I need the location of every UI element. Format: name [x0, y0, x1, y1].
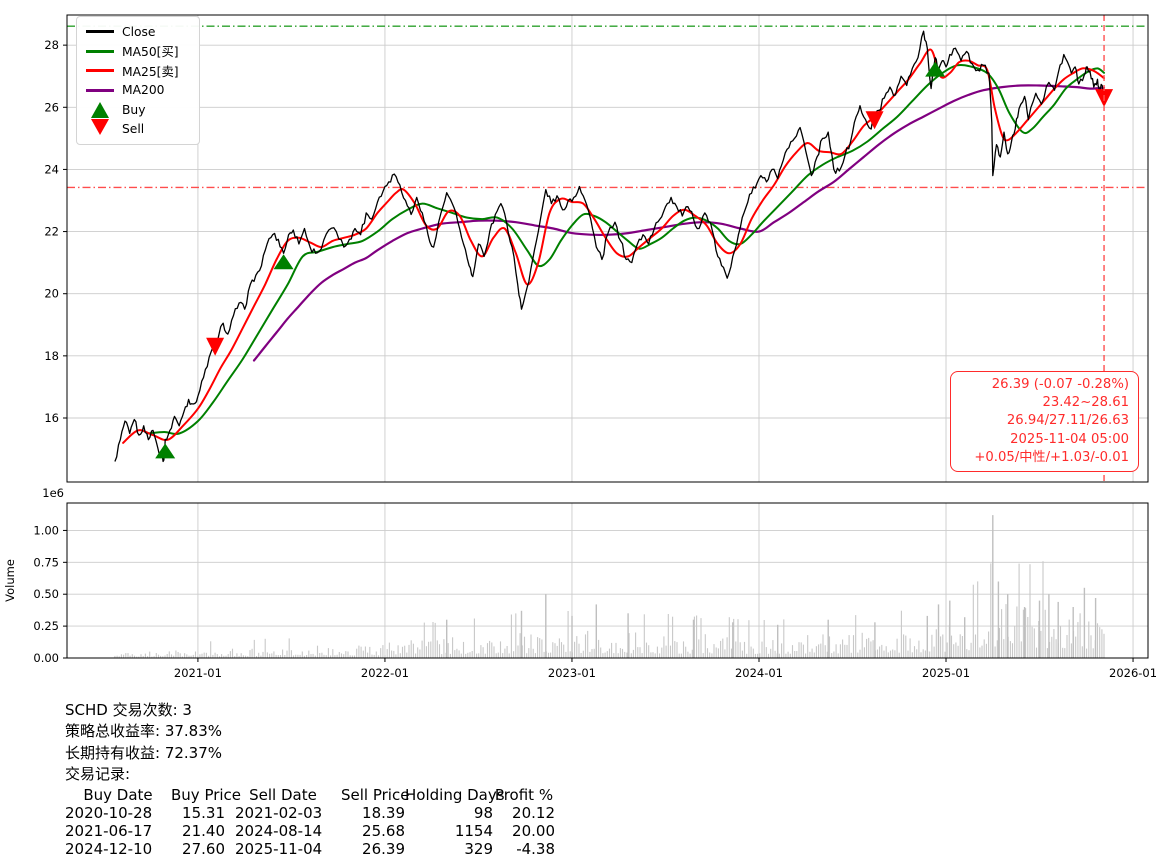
time-tick-label: 2021-01: [174, 666, 222, 680]
trade-row: 2024-12-10 27.60 2025-11-04 26.39 329 -4.38: [65, 840, 555, 857]
trade-cell: 329: [464, 840, 493, 857]
volume-panel-border: [66, 502, 1149, 659]
series-MA50-line: [146, 63, 1105, 436]
quote-signal-line: +0.05/中性/+1.03/-0.01: [974, 449, 1129, 465]
trade-cell: 26.39: [362, 840, 405, 857]
trade-cell: 2021-06-17: [65, 822, 153, 841]
trade-cell: 98: [473, 804, 493, 823]
series-MA25-line: [122, 48, 1105, 444]
volume-axis-label: Volume: [3, 559, 17, 602]
trade-row: 2020-10-28 15.31 2021-02-03 18.39 98 20.12: [65, 804, 555, 822]
price-tick-label: 28: [44, 38, 59, 52]
trades-header-cell: Holding Days: [405, 786, 505, 805]
buy-marker-icon: [85, 101, 115, 118]
price-tick-label: 22: [44, 225, 59, 239]
quote-ma-line: 26.94/27.11/26.63: [1006, 413, 1129, 429]
time-tick-label: 2024-01: [735, 666, 783, 680]
sell-marker-icon: [85, 119, 115, 136]
legend-label: Close: [122, 24, 156, 39]
trades-header-row: Buy Date Buy Price Sell Date Sell Price Hold…: [65, 786, 555, 804]
close-line-icon: [85, 30, 115, 34]
price-tick-label: 16: [44, 411, 59, 425]
ma50-line-icon: [85, 49, 115, 53]
trade-cell: 20.00: [512, 822, 555, 841]
volume-scale-label: 1e6: [42, 486, 64, 500]
trades-header-cell: Buy Price: [171, 786, 242, 805]
quote-date-line: 2025-11-04 05:00: [1010, 431, 1129, 447]
trades-table: Buy Date Buy Price Sell Date Sell Price Hold…: [65, 786, 555, 857]
legend: Close MA50[买] MA25[卖] MA200 Buy Sell: [76, 16, 200, 145]
legend-item-buy: Buy: [85, 100, 191, 120]
trade-count-line: SCHD 交易次数: 3: [65, 701, 192, 719]
trade-cell: 20.12: [512, 804, 555, 823]
quote-range-line: 23.42~28.61: [1042, 395, 1129, 411]
series-MA200-line: [252, 84, 1106, 362]
series-close-line: [114, 30, 1105, 463]
price-tick-label: 18: [44, 349, 59, 363]
legend-item-sell: Sell: [85, 119, 191, 140]
buy-marker: [155, 443, 176, 459]
trade-cell: 21.40: [182, 822, 225, 841]
trade-cell: 2024-12-10: [65, 840, 153, 857]
gridlines: [67, 15, 1148, 659]
legend-item-close: Close: [85, 22, 191, 42]
volume-tick-label: 0.00: [33, 651, 59, 665]
trade-cell: 15.31: [182, 804, 225, 823]
legend-item-ma25: MA25[卖]: [85, 61, 191, 81]
volume-tick-label: 1.00: [33, 523, 59, 537]
price-tick-label: 20: [44, 287, 59, 301]
volume-bars: [114, 515, 1105, 658]
price-tick-label: 24: [44, 162, 59, 176]
volume-tick-label: 0.25: [33, 619, 59, 633]
legend-label: MA200: [122, 83, 165, 98]
quote-info-box: 26.39 (-0.07 -0.28%) 23.42~28.61 26.94/2…: [950, 371, 1139, 473]
price-tick-label: 26: [44, 100, 59, 114]
time-tick-label: 2022-01: [361, 666, 409, 680]
trade-cell: 25.68: [362, 822, 405, 841]
trade-row: 2021-06-17 21.40 2024-08-14 25.68 1154 20.00: [65, 822, 555, 840]
sell-marker: [865, 111, 884, 130]
trades-header-cell: Sell Date: [249, 786, 317, 805]
strategy-return-line: 策略总收益率: 37.83%: [65, 722, 223, 741]
trade-cell: 18.39: [362, 804, 405, 823]
time-tick-label: 2025-01: [922, 666, 970, 680]
trade-cell: 2020-10-28: [65, 804, 153, 823]
trade-cell: 2024-08-14: [235, 822, 323, 841]
legend-item-ma200: MA200: [85, 81, 191, 101]
legend-label: MA50[买]: [122, 45, 179, 60]
trade-cell: 2021-02-03: [235, 804, 323, 823]
price-volume-chart: 16 18 20 22 24 26 28 0.00 0.25 0.50 0.75 1.00 2021-0…: [3, 14, 1157, 680]
quote-price-line: 26.39 (-0.07 -0.28%): [991, 377, 1129, 392]
time-tick-label: 2026-01: [1109, 666, 1157, 680]
sell-marker: [206, 337, 225, 356]
volume-tick-label: 0.50: [33, 587, 59, 601]
trade-cell: 2025-11-04: [235, 840, 323, 857]
buy-marker: [273, 254, 294, 270]
ma200-line-icon: [85, 88, 115, 92]
trades-header-cell: Buy Date: [83, 786, 153, 805]
time-tick-label: 2023-01: [548, 666, 596, 680]
trades-header-cell: Sell Price: [341, 786, 410, 805]
trade-cell: 1154: [454, 822, 493, 841]
legend-label: MA25[卖]: [122, 64, 179, 79]
price-panel-border: [66, 14, 1149, 483]
trade-cell: 27.60: [182, 840, 225, 857]
records-title-line: 交易记录:: [65, 764, 131, 783]
ma25-line-icon: [85, 69, 115, 73]
hold-return-line: 长期持有收益: 72.37%: [65, 743, 223, 762]
legend-item-ma50: MA50[买]: [85, 42, 191, 62]
volume-tick-label: 0.75: [33, 555, 59, 569]
legend-label: Buy: [122, 102, 146, 117]
trades-header-cell: Profit %: [494, 786, 554, 805]
trade-cell: -4.38: [516, 840, 555, 857]
summary-block: SCHD 交易次数: 3 策略总收益率: 37.83% 长期持有收益: 72.3…: [65, 700, 555, 857]
axis-ticks: [63, 44, 1134, 662]
legend-label: Sell: [122, 122, 145, 137]
buy-marker: [925, 61, 946, 77]
